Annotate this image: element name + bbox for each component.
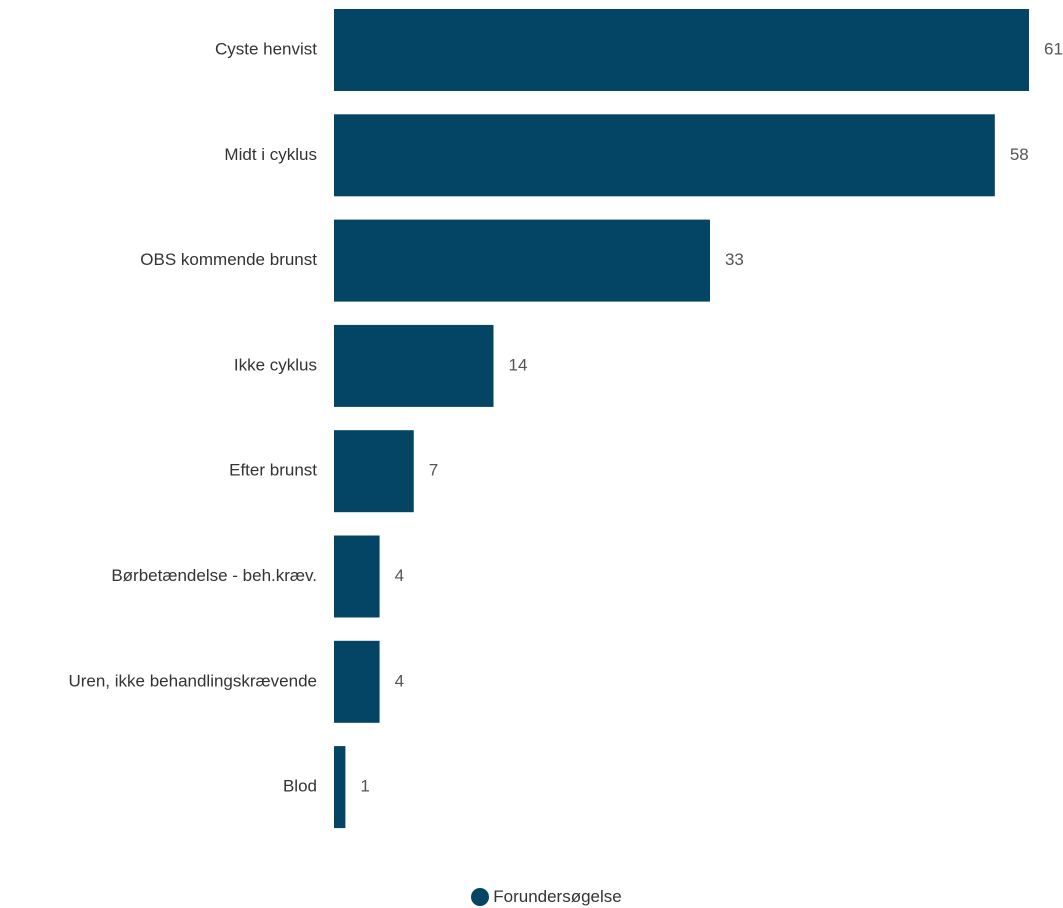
bar[interactable] bbox=[334, 535, 380, 618]
category-label: Midt i cyklus bbox=[224, 145, 317, 164]
category-label: Børbetændelse - beh.kræv. bbox=[111, 566, 317, 585]
legend-label: Forundersøgelse bbox=[493, 887, 622, 906]
legend-item-forundersogelse[interactable]: Forundersøgelse bbox=[471, 887, 622, 907]
category-label: Ikke cyklus bbox=[234, 355, 317, 374]
bar[interactable] bbox=[334, 9, 1029, 91]
bar-chart: Cyste henvist 61 Midt i cyklus 58 OBS kommen… bbox=[68, 9, 1063, 829]
data-label: 7 bbox=[429, 461, 438, 480]
data-label: 1 bbox=[360, 777, 369, 796]
category-label: Efter brunst bbox=[229, 461, 317, 480]
data-label: 33 bbox=[725, 250, 744, 269]
data-label: 4 bbox=[395, 566, 404, 585]
data-label: 58 bbox=[1010, 145, 1029, 164]
bar[interactable] bbox=[334, 640, 380, 723]
data-label: 14 bbox=[509, 355, 528, 374]
category-label: Cyste henvist bbox=[215, 39, 317, 58]
category-label: Blod bbox=[283, 777, 317, 796]
bar[interactable] bbox=[334, 430, 414, 513]
category-label: Uren, ikke behandlingskrævende bbox=[68, 671, 317, 690]
data-label: 4 bbox=[395, 671, 404, 690]
bar[interactable] bbox=[334, 219, 710, 302]
legend-swatch-icon bbox=[471, 888, 490, 906]
chart-legend: Forundersøgelse bbox=[0, 886, 1063, 908]
data-label: 61 bbox=[1044, 39, 1063, 58]
category-label: OBS kommende brunst bbox=[140, 250, 317, 269]
bar[interactable] bbox=[334, 114, 995, 197]
bar[interactable] bbox=[334, 324, 494, 407]
bar[interactable] bbox=[334, 746, 346, 829]
